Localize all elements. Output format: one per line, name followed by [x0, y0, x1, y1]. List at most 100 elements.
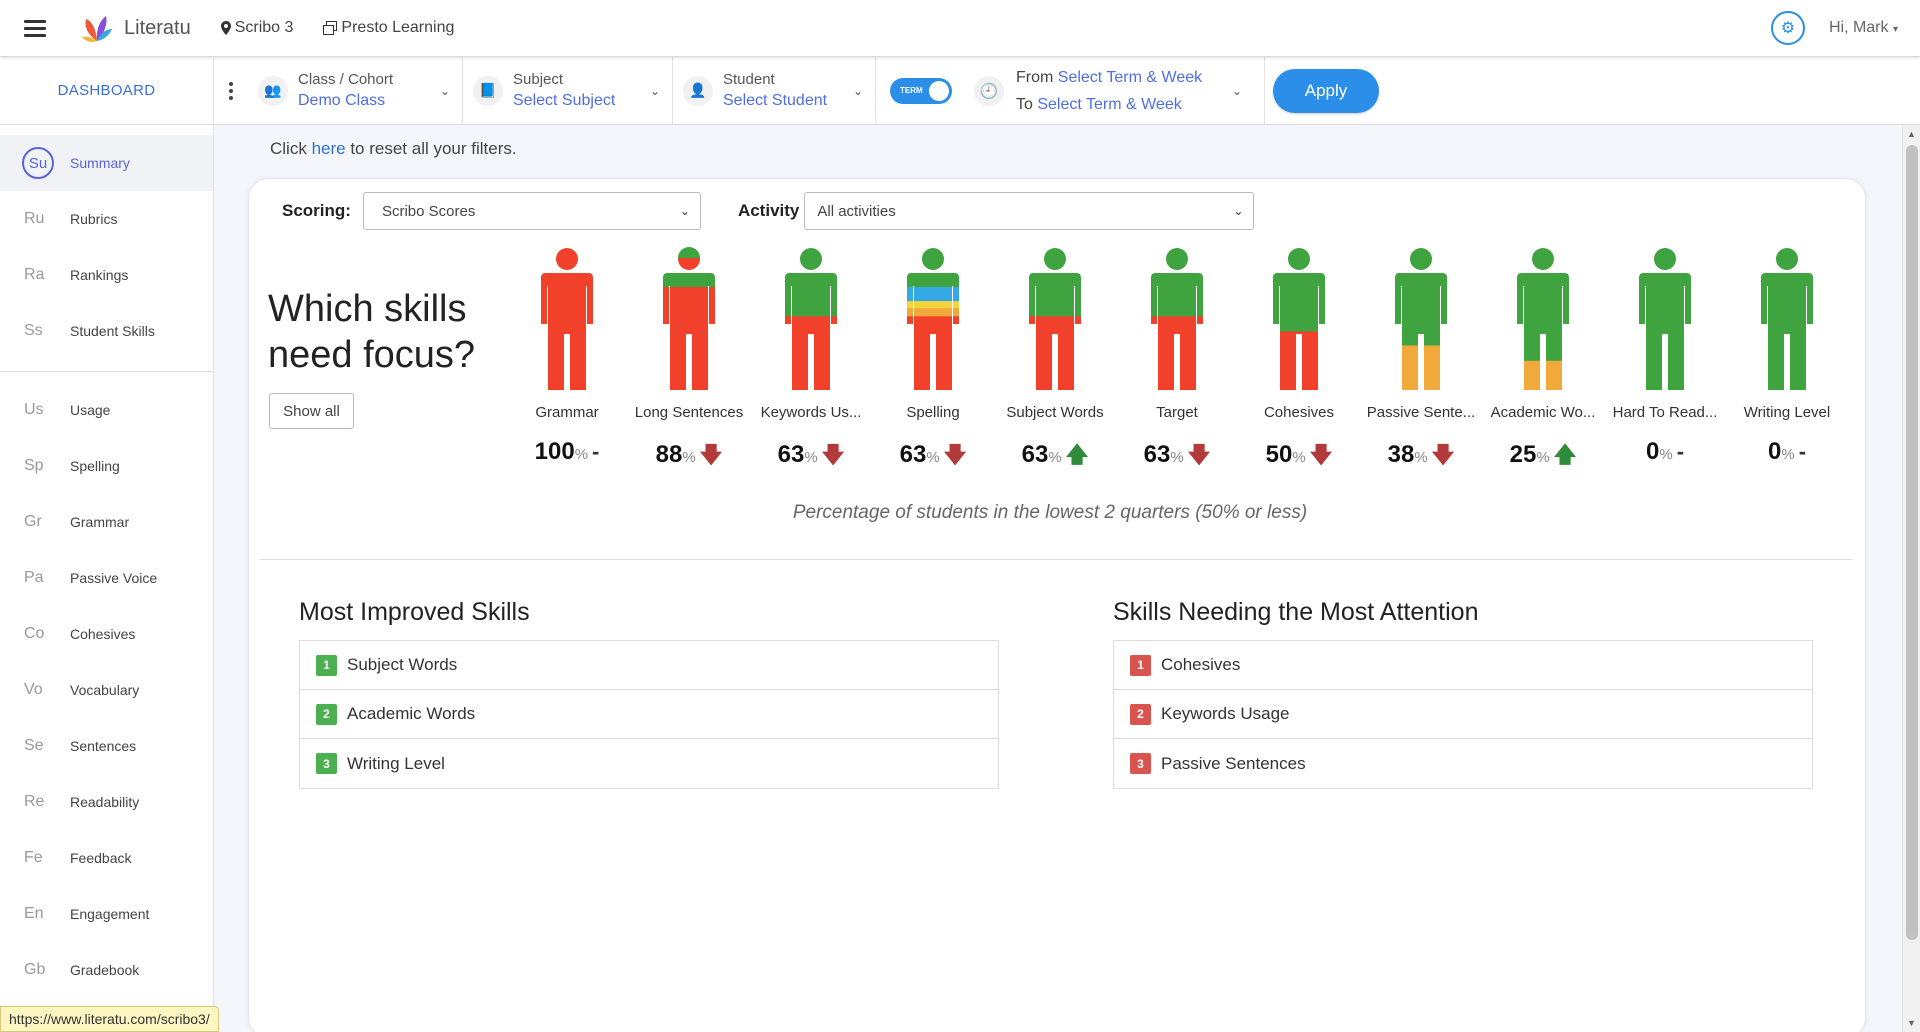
sidebar-item-label: Summary — [70, 155, 130, 171]
skill-figure[interactable]: Cohesives 50% 🡇 — [1238, 242, 1360, 468]
sidebar-item-abbr: Co — [24, 625, 45, 642]
focus-title: Which skills need focus? — [268, 286, 475, 378]
user-menu[interactable]: Hi, Mark ▾ — [1829, 19, 1898, 37]
sidebar-item-vocabulary[interactable]: Vo Vocabulary — [0, 662, 213, 718]
skill-figure[interactable]: Target 63% 🡇 — [1116, 242, 1238, 468]
hamburger-icon[interactable] — [24, 19, 46, 37]
from-term-value[interactable]: Select Term & Week — [1057, 68, 1203, 86]
class-cohort-filter[interactable]: 👥 Class / Cohort Demo Class ⌄ — [248, 57, 463, 124]
sidebar-item-rankings[interactable]: Ra Rankings — [0, 247, 213, 303]
vertical-scrollbar[interactable]: ▲ ▼ — [1902, 125, 1920, 1032]
show-all-button[interactable]: Show all — [269, 393, 354, 429]
skill-figure[interactable]: Keywords Us... 63% 🡇 — [750, 242, 872, 468]
percent-unit: % — [1659, 446, 1673, 463]
percent-unit: % — [1781, 446, 1795, 463]
list-item[interactable]: 3 Passive Sentences — [1114, 739, 1812, 788]
app-logo[interactable]: Literatu — [80, 11, 191, 45]
person-icon — [1761, 248, 1813, 390]
scroll-up-icon[interactable]: ▲ — [1907, 129, 1916, 139]
sidebar-item-summary[interactable]: Su Summary — [0, 135, 213, 191]
more-options-icon[interactable] — [214, 57, 248, 124]
subject-filter-label: Subject — [513, 71, 564, 88]
apply-button[interactable]: Apply — [1273, 69, 1379, 113]
skill-figure[interactable]: Spelling 63% 🡇 — [872, 242, 994, 468]
arrow-up-icon: 🡅 — [1065, 442, 1089, 467]
sidebar-item-label: Student Skills — [70, 323, 155, 339]
subject-filter[interactable]: 📘 Subject Select Subject ⌄ — [463, 57, 673, 124]
skill-name: Hard To Read... — [1612, 404, 1718, 421]
dashboard-link[interactable]: DASHBOARD — [0, 57, 214, 124]
sidebar-item-passive-voice[interactable]: Pa Passive Voice — [0, 550, 213, 606]
list-item[interactable]: 2 Academic Words — [300, 690, 998, 739]
percent-unit: % — [1536, 449, 1550, 466]
book-icon: 📘 — [473, 75, 503, 106]
sidebar-item-sentences[interactable]: Se Sentences — [0, 718, 213, 774]
student-filter[interactable]: 👤 Student Select Student ⌄ — [673, 57, 876, 124]
sidebar-item-cohesives[interactable]: Co Cohesives — [0, 606, 213, 662]
sidebar-item-label: Rubrics — [70, 211, 118, 227]
copy-icon — [323, 21, 338, 35]
sidebar-item-label: Vocabulary — [70, 682, 140, 698]
activity-select[interactable]: All activities ⌄ — [804, 192, 1255, 230]
skill-percentage-value: 88 — [655, 441, 683, 468]
skill-figure[interactable]: Academic Wo... 25% 🡅 — [1482, 242, 1604, 468]
sidebar-item-gradebook[interactable]: Gb Gradebook — [0, 942, 213, 998]
sidebar-item-label: Cohesives — [70, 626, 136, 642]
sidebar-item-engagement[interactable]: En Engagement — [0, 886, 213, 942]
scoring-select[interactable]: Scribo Scores ⌄ — [362, 192, 701, 230]
to-term-row[interactable]: To Select Term & Week — [1016, 91, 1202, 118]
scroll-down-icon[interactable]: ▼ — [1907, 1018, 1916, 1028]
list-item[interactable]: 3 Writing Level — [300, 739, 998, 788]
arrow-down-icon: 🡇 — [1431, 442, 1455, 467]
skill-percentage: 100% - — [506, 438, 628, 466]
arrow-down-icon: 🡇 — [943, 442, 967, 467]
product-link[interactable]: Scribo 3 — [220, 19, 293, 37]
list-item-label: Academic Words — [347, 704, 476, 723]
scoring-controls: Scoring: Scribo Scores ⌄ Activity All ac… — [282, 192, 1255, 230]
dash-icon: - — [1798, 439, 1807, 464]
list-item[interactable]: 1 Cohesives — [1114, 641, 1812, 690]
rank-badge: 1 — [316, 654, 337, 676]
scrollbar-thumb[interactable] — [1906, 145, 1918, 940]
sidebar-item-label: Usage — [70, 402, 111, 418]
sidebar-item-readability[interactable]: Re Readability — [0, 774, 213, 830]
skill-percentage: 0% - — [1604, 438, 1726, 466]
chevron-down-icon: ⌄ — [852, 83, 863, 98]
rank-badge: 2 — [1130, 703, 1151, 725]
skill-figure[interactable]: Hard To Read... 0% - — [1604, 242, 1726, 465]
org-link[interactable]: Presto Learning — [323, 19, 454, 37]
skill-figure[interactable]: Grammar 100% - — [506, 242, 628, 465]
skill-percentage-value: 63 — [1143, 441, 1171, 468]
term-toggle[interactable]: TERM — [890, 77, 952, 104]
skill-figure[interactable]: Subject Words 63% 🡅 — [994, 242, 1116, 468]
most-improved-list: 1 Subject Words 2 Academic Words 3 Writing Le… — [299, 640, 999, 789]
skill-figure[interactable]: Long Sentences 88% 🡇 — [628, 242, 750, 468]
skill-percentage-value: 38 — [1387, 441, 1415, 468]
skill-name: Target — [1156, 404, 1198, 421]
gear-icon[interactable]: ⚙ — [1770, 11, 1805, 45]
reset-filters-link[interactable]: here — [311, 139, 346, 158]
chevron-down-icon[interactable]: ⌄ — [1231, 83, 1242, 98]
skill-percentage-value: 50 — [1265, 441, 1293, 468]
sidebar-item-feedback[interactable]: Fe Feedback — [0, 830, 213, 886]
skill-name: Subject Words — [1006, 404, 1104, 421]
skill-figure[interactable]: Passive Sente... 38% 🡇 — [1360, 242, 1482, 468]
sidebar-item-spelling[interactable]: Sp Spelling — [0, 438, 213, 494]
rank-badge: 1 — [1130, 654, 1151, 676]
list-item[interactable]: 1 Subject Words — [300, 641, 998, 690]
from-term-row[interactable]: From Select Term & Week — [1016, 64, 1202, 91]
sidebar-item-student-skills[interactable]: Ss Student Skills — [0, 303, 213, 359]
person-icon — [1517, 248, 1569, 390]
sidebar-item-grammar[interactable]: Gr Grammar — [0, 494, 213, 550]
person-icon — [1639, 248, 1691, 390]
to-term-value[interactable]: Select Term & Week — [1037, 95, 1182, 113]
sidebar-item-rubrics[interactable]: Ru Rubrics — [0, 191, 213, 247]
skill-name: Cohesives — [1263, 404, 1335, 421]
skill-figure[interactable]: Writing Level 0% - — [1726, 242, 1848, 465]
section-divider — [260, 559, 1852, 560]
sidebar-item-usage[interactable]: Us Usage — [0, 382, 213, 438]
arrow-down-icon: 🡇 — [1187, 442, 1211, 467]
sidebar-item-abbr: Ru — [24, 210, 45, 227]
list-item[interactable]: 2 Keywords Usage — [1114, 690, 1812, 739]
reset-suffix: to reset all your filters. — [345, 139, 517, 158]
